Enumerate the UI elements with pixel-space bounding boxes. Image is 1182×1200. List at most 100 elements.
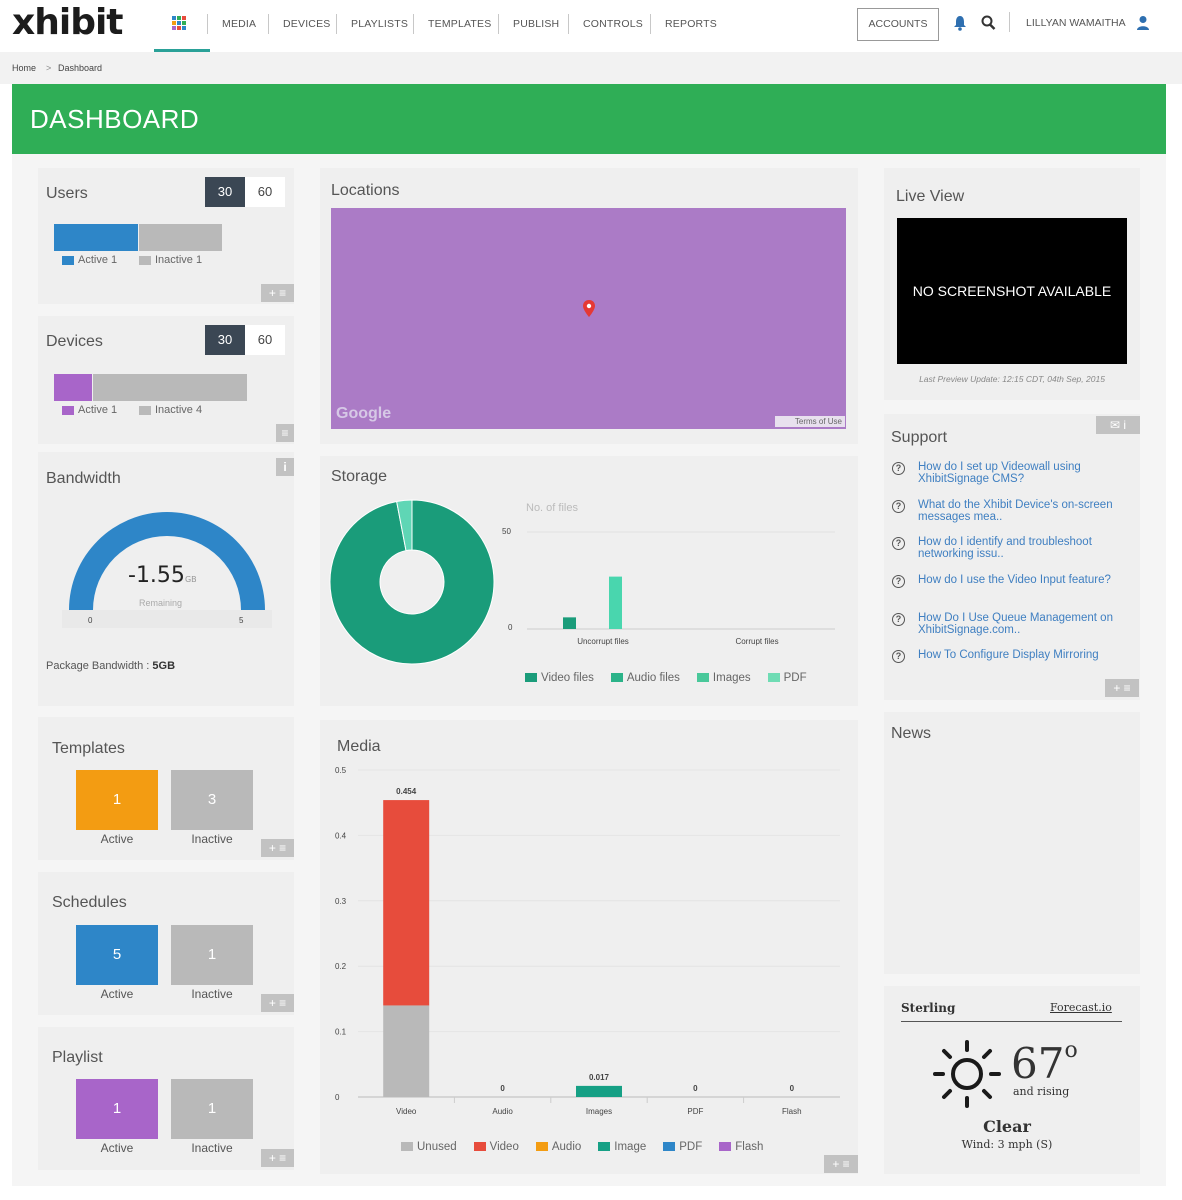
location-map[interactable] bbox=[331, 208, 846, 429]
storage-cat-uncorrupt: Uncorrupt files bbox=[577, 637, 629, 646]
media-legend-item-2[interactable]: Audio bbox=[535, 1141, 581, 1153]
media-legend-item-4[interactable]: PDF bbox=[663, 1141, 702, 1153]
xhibit-logo[interactable]: xhibit bbox=[12, 2, 124, 43]
bandwidth-info-button[interactable]: i bbox=[276, 458, 294, 476]
page-header-banner: DASHBOARD bbox=[12, 84, 1166, 154]
templates-inactive-count[interactable]: 3 bbox=[171, 770, 253, 830]
weather-divider bbox=[901, 1021, 1122, 1022]
storage-legend: Video files Audio files Images PDF bbox=[525, 672, 807, 684]
users-add-menu-button[interactable]: + ≡ bbox=[261, 284, 294, 302]
devices-range-60[interactable]: 60 bbox=[245, 325, 285, 355]
schedules-active-count[interactable]: 5 bbox=[76, 925, 158, 985]
media-category-label-1: Audio bbox=[492, 1107, 513, 1116]
breadcrumb-current: Dashboard bbox=[58, 63, 103, 73]
active-tab-indicator bbox=[154, 49, 210, 52]
playlist-add-menu-button[interactable]: + ≡ bbox=[261, 1149, 294, 1167]
media-legend-item-0[interactable]: Unused bbox=[401, 1141, 457, 1153]
user-icon[interactable] bbox=[1136, 15, 1150, 31]
map-terms[interactable]: Terms of Use bbox=[775, 416, 845, 427]
nav-publish[interactable]: PUBLISH bbox=[513, 18, 560, 30]
nav-playlists[interactable]: PLAYLISTS bbox=[351, 18, 409, 30]
package-bandwidth: Package Bandwidth : 5GB bbox=[46, 660, 176, 672]
playlist-active-count[interactable]: 1 bbox=[76, 1079, 158, 1139]
devices-menu-button[interactable]: ≡ bbox=[276, 424, 294, 442]
bandwidth-value: -1.55GB bbox=[128, 563, 197, 588]
apps-grid-icon[interactable] bbox=[172, 16, 186, 30]
nav-controls[interactable]: CONTROLS bbox=[583, 18, 643, 30]
support-link-5[interactable]: How Do I Use Queue Management on XhibitS… bbox=[918, 612, 1113, 636]
media-total-label-1: 0 bbox=[500, 1084, 505, 1093]
playlist-inactive-count[interactable]: 1 bbox=[171, 1079, 253, 1139]
devices-legend-active: Active 1 bbox=[62, 404, 117, 416]
storage-legend-item-1[interactable]: Audio files bbox=[610, 672, 680, 684]
search-icon[interactable] bbox=[981, 15, 996, 31]
breadcrumb-home[interactable]: Home bbox=[12, 63, 37, 73]
storage-bar-chart: 50 0 Uncorrupt files Corrupt files bbox=[502, 527, 835, 646]
help-circle-icon: ? bbox=[892, 650, 905, 663]
support-link-6[interactable]: How To Configure Display Mirroring bbox=[918, 649, 1099, 661]
users-range-30[interactable]: 30 bbox=[205, 177, 245, 207]
live-view-screen[interactable]: NO SCREENSHOT AVAILABLE bbox=[897, 218, 1127, 364]
schedules-add-menu-button[interactable]: + ≡ bbox=[261, 994, 294, 1012]
storage-bar-title: No. of files bbox=[526, 502, 578, 514]
storage-donut bbox=[329, 499, 495, 665]
help-circle-icon: ? bbox=[892, 575, 905, 588]
users-bar bbox=[54, 224, 222, 251]
support-card bbox=[884, 414, 1140, 700]
donut-slice-0 bbox=[329, 499, 495, 665]
users-range-60[interactable]: 60 bbox=[245, 177, 285, 207]
schedules-title: Schedules bbox=[52, 894, 127, 911]
nav-devices[interactable]: DEVICES bbox=[283, 18, 331, 30]
media-category-label-3: PDF bbox=[687, 1107, 703, 1116]
schedules-inactive-count[interactable]: 1 bbox=[171, 925, 253, 985]
storage-legend-item-2[interactable]: Images bbox=[696, 672, 751, 684]
media-title: Media bbox=[337, 738, 381, 755]
media-category-label-0: Video bbox=[396, 1107, 417, 1116]
media-ytick-0: 0 bbox=[335, 1093, 340, 1102]
support-link-4[interactable]: How do I use the Video Input feature? bbox=[918, 574, 1111, 586]
media-ytick-1: 0.1 bbox=[335, 1028, 347, 1037]
media-category-label-2: Images bbox=[586, 1107, 612, 1116]
users-bar-inactive-segment bbox=[138, 224, 222, 251]
weather-wind: Wind: 3 mph (S) bbox=[961, 1138, 1053, 1151]
nav-reports[interactable]: REPORTS bbox=[665, 18, 717, 30]
support-link-3[interactable]: How do I identify and troubleshoot netwo… bbox=[918, 536, 1092, 560]
google-logo: Google bbox=[336, 405, 392, 422]
users-bar-active-segment bbox=[54, 224, 138, 251]
bandwidth-title: Bandwidth bbox=[46, 470, 121, 487]
templates-active-label: Active bbox=[100, 832, 134, 846]
templates-add-menu-button[interactable]: + ≡ bbox=[261, 839, 294, 857]
media-legend-item-1[interactable]: Video bbox=[473, 1141, 519, 1153]
templates-title: Templates bbox=[52, 740, 125, 757]
accounts-button[interactable]: ACCOUNTS bbox=[857, 8, 939, 41]
storage-legend-item-0[interactable]: Video files bbox=[525, 672, 594, 684]
templates-active-count[interactable]: 1 bbox=[76, 770, 158, 830]
media-total-label-2: 0.017 bbox=[589, 1073, 610, 1082]
user-name[interactable]: LILLYAN WAMAITHA bbox=[1026, 17, 1126, 29]
media-ytick-2: 0.2 bbox=[335, 962, 347, 971]
media-add-menu-button[interactable]: + ≡ bbox=[824, 1155, 858, 1173]
support-link-1[interactable]: How do I set up Videowall using XhibitSi… bbox=[918, 461, 1081, 485]
weather-source-link[interactable]: Forecast.io bbox=[1050, 1001, 1112, 1014]
media-ytick-3: 0.3 bbox=[335, 897, 347, 906]
map-pin-icon[interactable] bbox=[582, 300, 596, 318]
support-mail-info-buttons[interactable]: ✉ i bbox=[1096, 416, 1140, 434]
devices-bar-inactive-segment bbox=[93, 374, 247, 401]
devices-range-30[interactable]: 30 bbox=[205, 325, 245, 355]
support-link-2[interactable]: What do the Xhibit Device's on-screen me… bbox=[918, 499, 1113, 523]
weather-trend: and rising bbox=[1013, 1085, 1070, 1098]
support-add-menu-button[interactable]: + ≡ bbox=[1105, 679, 1139, 697]
bandwidth-gauge bbox=[62, 512, 272, 628]
media-legend-item-5[interactable]: Flash bbox=[719, 1141, 763, 1153]
nav-media[interactable]: MEDIA bbox=[222, 18, 257, 30]
users-legend-inactive: Inactive 1 bbox=[139, 254, 202, 266]
schedules-active-label: Active bbox=[100, 987, 134, 1001]
media-ytick-5: 0.5 bbox=[335, 766, 347, 775]
nav-templates[interactable]: TEMPLATES bbox=[428, 18, 492, 30]
gauge-max: 5 bbox=[239, 616, 244, 625]
storage-y-min: 0 bbox=[508, 623, 513, 632]
bell-icon[interactable] bbox=[953, 15, 967, 31]
storage-cat-corrupt: Corrupt files bbox=[735, 637, 778, 646]
media-legend-item-3[interactable]: Image bbox=[598, 1141, 646, 1153]
storage-legend-item-3[interactable]: PDF bbox=[767, 672, 807, 684]
